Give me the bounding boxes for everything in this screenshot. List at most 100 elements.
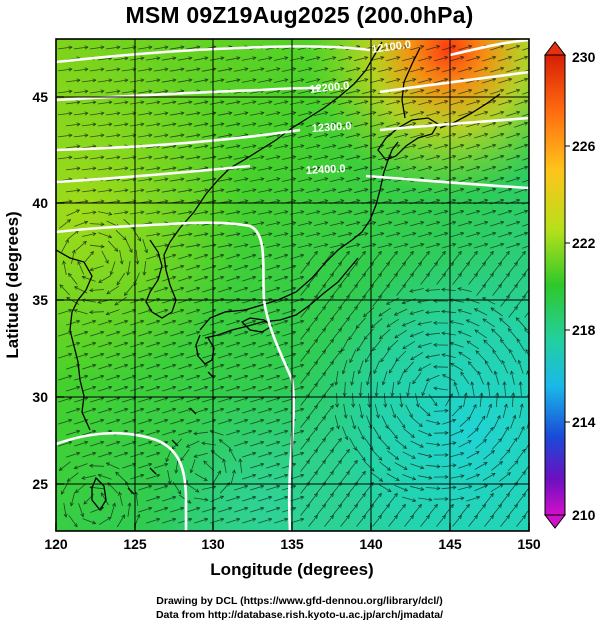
streamline-segment <box>81 123 96 127</box>
streamline-segment <box>193 233 208 237</box>
streamline-arrowhead <box>84 330 89 335</box>
streamline-segment <box>500 273 510 285</box>
streamline-segment <box>341 426 348 440</box>
streamline-segment <box>74 463 88 469</box>
streamline-arrowhead <box>516 110 521 115</box>
streamline-arrowhead <box>196 374 201 379</box>
streamline-segment <box>476 284 486 296</box>
streamline-arrowhead <box>360 435 365 441</box>
streamline-segment <box>426 243 440 249</box>
streamline-arrowhead <box>404 133 409 137</box>
streamline-arrowhead <box>332 78 337 82</box>
streamline-arrowhead <box>428 454 433 458</box>
streamline-segment <box>316 438 326 450</box>
streamline-segment <box>250 222 264 226</box>
streamline-segment <box>175 459 179 473</box>
streamline-segment <box>474 177 488 183</box>
streamline-segment <box>324 317 334 329</box>
streamline-arrowhead <box>180 177 185 182</box>
streamline-segment <box>193 123 208 127</box>
streamline-segment <box>217 156 232 160</box>
streamline-segment <box>89 289 104 291</box>
streamline-arrowhead <box>428 209 433 214</box>
streamline-arrowhead <box>83 500 88 505</box>
streamline-arrowhead <box>82 240 87 245</box>
streamline-segment <box>57 134 72 138</box>
streamline-segment <box>106 397 120 403</box>
streamline-segment <box>441 442 456 446</box>
streamline-segment <box>412 372 422 384</box>
streamline-arrowhead <box>370 467 375 472</box>
streamline-segment <box>89 465 104 467</box>
streamline-arrowhead <box>156 429 161 434</box>
streamline-segment <box>463 393 467 407</box>
streamline-arrowhead <box>465 261 470 267</box>
streamline-segment <box>75 241 87 251</box>
streamline-segment <box>210 386 224 392</box>
colorbar-label: 214 <box>572 414 596 430</box>
streamline-arrowhead <box>300 56 305 61</box>
streamline-segment <box>410 133 424 139</box>
streamline-arrowhead <box>180 133 185 138</box>
streamline-segment <box>234 485 248 491</box>
streamline-segment <box>390 404 396 418</box>
streamline-arrowhead <box>164 352 169 357</box>
streamline-segment <box>178 430 192 436</box>
streamline-arrowhead <box>268 407 273 412</box>
streamline-segment <box>308 427 318 439</box>
streamline-segment <box>137 90 152 94</box>
streamline-segment <box>364 504 374 516</box>
streamline-segment <box>74 397 88 403</box>
streamline-segment <box>226 364 240 370</box>
streamline-arrowhead <box>188 319 193 324</box>
streamline-segment <box>500 339 510 351</box>
streamline-segment <box>266 222 280 226</box>
streamline-arrowhead <box>412 99 417 104</box>
streamline-arrowhead <box>132 308 137 313</box>
streamline-segment <box>491 438 502 450</box>
streamline-arrowhead <box>284 385 289 390</box>
streamline-arrowhead <box>375 414 380 419</box>
streamline-arrowhead <box>417 344 422 349</box>
streamline-arrowhead <box>433 342 438 347</box>
streamline-arrowhead <box>236 297 241 302</box>
y-axis-title: Latitude (degrees) <box>3 211 22 358</box>
streamline-arrowhead <box>284 297 289 302</box>
streamline-arrowhead <box>236 100 241 105</box>
streamline-arrowhead <box>453 381 458 386</box>
streamline-segment <box>115 471 127 483</box>
x-axis: 120 125 130 135 140 145 150 Longitude (d… <box>44 523 541 579</box>
streamline-arrowhead <box>252 363 257 368</box>
streamline-segment <box>450 232 464 238</box>
streamline-arrowhead <box>329 338 334 344</box>
streamline-arrowhead <box>460 451 465 456</box>
streamline-segment <box>298 134 312 138</box>
streamline-arrowhead <box>156 100 161 105</box>
streamline-segment <box>514 232 528 238</box>
streamline-segment <box>58 375 72 381</box>
streamline-arrowhead <box>483 462 488 466</box>
streamline-segment <box>490 45 504 51</box>
streamline-arrowhead <box>220 275 225 280</box>
streamline-arrowhead <box>236 385 241 390</box>
streamline-segment <box>258 452 272 458</box>
streamline-segment <box>434 166 448 172</box>
streamline-arrowhead <box>514 460 519 465</box>
streamline-segment <box>266 134 280 138</box>
streamline-segment <box>130 320 144 326</box>
streamline-arrowhead <box>204 122 209 127</box>
streamline-segment <box>209 57 224 61</box>
streamline-arrowhead <box>204 188 209 193</box>
streamline-segment <box>418 144 432 150</box>
streamline-arrowhead <box>156 188 161 193</box>
streamline-arrowhead <box>452 463 457 468</box>
streamline-segment <box>161 79 176 83</box>
streamline-segment <box>451 405 462 417</box>
streamline-segment <box>362 155 376 161</box>
streamline-arrowhead <box>66 219 72 224</box>
streamline-arrowhead <box>425 288 430 293</box>
streamline-arrowhead <box>300 495 305 500</box>
streamline-arrowhead <box>140 166 145 171</box>
streamline-arrowhead <box>399 403 404 408</box>
streamline-segment <box>129 57 144 61</box>
